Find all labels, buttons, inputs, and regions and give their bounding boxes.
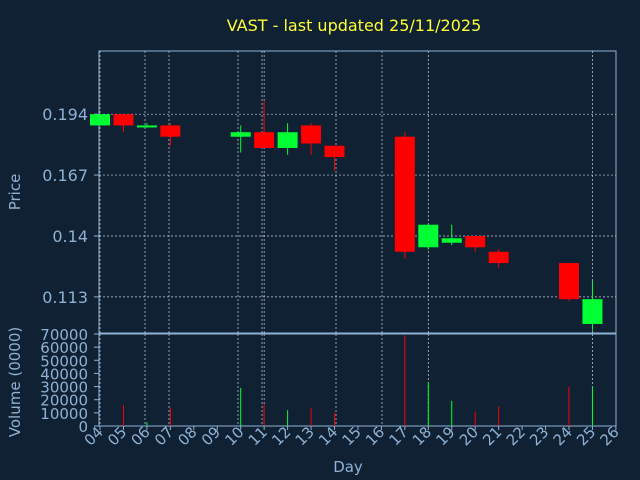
price-tick-label: 0.14: [52, 227, 88, 246]
volume-panel-frame: [98, 333, 617, 427]
candle-body: [559, 263, 579, 300]
candle-body: [488, 251, 509, 264]
candle-body: [301, 125, 322, 144]
price-axis-label: Price: [6, 174, 24, 211]
candle-body: [582, 299, 603, 324]
x-tick-label: 16: [362, 423, 388, 449]
x-tick-label: 06: [127, 423, 153, 449]
price-tick-label: 0.167: [42, 166, 88, 185]
x-tick-label: 09: [198, 423, 224, 449]
candle-body: [324, 145, 345, 158]
price-panel-frame: [98, 50, 617, 334]
x-tick-label: 23: [526, 423, 552, 449]
candle-body: [418, 224, 439, 248]
x-axis-label: Day: [333, 458, 363, 476]
chart-title: VAST - last updated 25/11/2025: [227, 16, 482, 35]
x-tick-label: 15: [339, 423, 365, 449]
volume-tick-label: 20000: [40, 392, 88, 410]
price-panel: 0.194 0.167 0.14 0.113: [42, 50, 617, 334]
x-tick-label: 24: [550, 423, 576, 449]
volume-axis-label: Volume (0000): [6, 327, 24, 437]
candle-body: [136, 125, 157, 128]
volume-tick-label: 60000: [40, 339, 88, 357]
x-tick-label: 19: [432, 423, 458, 449]
volume-tick-label: 40000: [40, 365, 88, 383]
volume-tick-label: 70000: [40, 326, 88, 344]
x-tick-label: 20: [456, 423, 482, 449]
x-tick-label: 21: [479, 423, 505, 449]
x-tick-label: 18: [409, 423, 435, 449]
x-tick-label: 13: [292, 423, 318, 449]
candle-body: [394, 136, 415, 252]
x-tick-label: 11: [245, 423, 271, 449]
x-tick-label: 26: [596, 423, 622, 449]
volume-tick-label: 30000: [40, 379, 88, 397]
price-tick-label: 0.113: [42, 288, 88, 307]
candle-body: [113, 114, 134, 126]
price-tick-label: 0.194: [42, 105, 88, 124]
x-tick-label: 12: [268, 423, 294, 449]
candle-body: [90, 114, 110, 126]
volume-tick-label: 0: [78, 418, 88, 436]
candle-body: [465, 235, 486, 248]
candle-body: [160, 125, 181, 137]
x-axis-ticks: 0405060708091011121314151617181920212223…: [81, 423, 623, 449]
volume-tick-label: 10000: [40, 405, 88, 423]
candle-body: [441, 238, 462, 243]
x-tick-label: 17: [385, 423, 411, 449]
x-tick-label: 07: [151, 423, 177, 449]
x-tick-label: 08: [174, 423, 200, 449]
candle-body: [230, 132, 251, 137]
candle-body: [254, 132, 275, 149]
x-tick-label: 14: [315, 423, 341, 449]
x-tick-label: 25: [573, 423, 599, 449]
x-tick-label: 05: [104, 423, 130, 449]
x-tick-label: 10: [221, 423, 247, 449]
x-tick-label: 22: [503, 423, 529, 449]
volume-tick-label: 50000: [40, 352, 88, 370]
candle-body: [277, 132, 298, 149]
